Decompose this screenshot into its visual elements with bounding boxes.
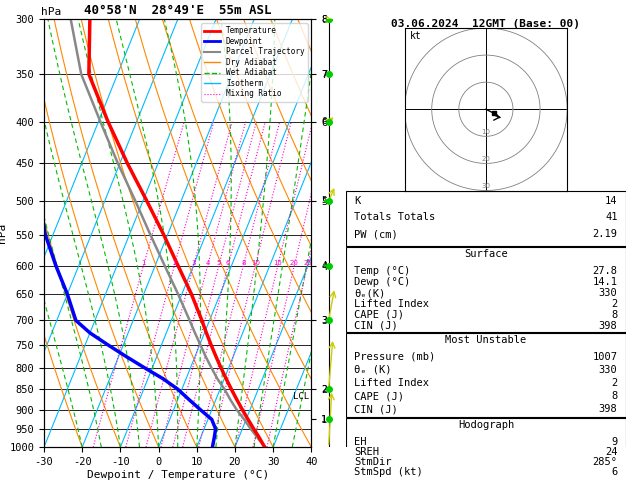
Text: Most Unstable: Most Unstable	[445, 335, 526, 345]
Text: 398: 398	[599, 321, 618, 331]
Text: 14.1: 14.1	[593, 277, 618, 287]
Text: 4: 4	[321, 261, 326, 270]
Text: 20: 20	[290, 260, 299, 266]
Text: 1: 1	[142, 260, 146, 266]
Text: 41: 41	[605, 212, 618, 223]
Text: 03.06.2024  12GMT (Base: 00): 03.06.2024 12GMT (Base: 00)	[391, 19, 581, 30]
Text: 8: 8	[241, 260, 245, 266]
Text: 20: 20	[481, 156, 491, 162]
Text: Hodograph: Hodograph	[458, 420, 514, 430]
Text: 4: 4	[206, 260, 210, 266]
Text: 40°58'N  28°49'E  55m ASL: 40°58'N 28°49'E 55m ASL	[84, 4, 272, 17]
Text: 2: 2	[172, 260, 177, 266]
Text: CIN (J): CIN (J)	[354, 404, 398, 414]
Text: 15: 15	[274, 260, 282, 266]
Text: 7: 7	[321, 69, 326, 79]
Text: 10: 10	[481, 129, 491, 135]
Text: θₑ (K): θₑ (K)	[354, 365, 392, 375]
Text: 6: 6	[226, 260, 230, 266]
Text: 6: 6	[611, 467, 618, 477]
Text: PW (cm): PW (cm)	[354, 229, 398, 239]
Text: 10: 10	[251, 260, 260, 266]
Text: 1007: 1007	[593, 352, 618, 362]
Bar	[346, 247, 626, 331]
Text: 5: 5	[321, 196, 326, 206]
Bar	[346, 191, 626, 246]
Text: 1: 1	[321, 415, 326, 424]
Text: LCL: LCL	[293, 392, 309, 401]
Text: 330: 330	[599, 365, 618, 375]
Text: 2: 2	[321, 385, 326, 394]
Text: Dewp (°C): Dewp (°C)	[354, 277, 411, 287]
Text: 14: 14	[605, 196, 618, 206]
Text: 25: 25	[303, 260, 312, 266]
Text: 24: 24	[605, 447, 618, 457]
Text: 3: 3	[321, 316, 326, 325]
Text: 8: 8	[611, 391, 618, 401]
Bar	[346, 418, 626, 477]
Text: 27.8: 27.8	[593, 266, 618, 276]
Text: 6: 6	[321, 117, 326, 126]
Text: Temp (°C): Temp (°C)	[354, 266, 411, 276]
Y-axis label: hPa: hPa	[0, 223, 6, 243]
Y-axis label: km
ASL: km ASL	[348, 233, 367, 255]
Text: Surface: Surface	[464, 249, 508, 259]
Text: CIN (J): CIN (J)	[354, 321, 398, 331]
Text: SREH: SREH	[354, 447, 379, 457]
Text: CAPE (J): CAPE (J)	[354, 391, 404, 401]
Text: 2: 2	[611, 378, 618, 388]
Text: Pressure (mb): Pressure (mb)	[354, 352, 436, 362]
Text: StmDir: StmDir	[354, 457, 392, 467]
Text: 330: 330	[599, 288, 618, 298]
Text: 8: 8	[611, 310, 618, 320]
Text: 9: 9	[611, 437, 618, 447]
Text: 2: 2	[611, 299, 618, 309]
Text: 2.19: 2.19	[593, 229, 618, 239]
Text: EH: EH	[354, 437, 367, 447]
Text: StmSpd (kt): StmSpd (kt)	[354, 467, 423, 477]
Text: 398: 398	[599, 404, 618, 414]
Text: θₑ(K): θₑ(K)	[354, 288, 386, 298]
X-axis label: Dewpoint / Temperature (°C): Dewpoint / Temperature (°C)	[87, 469, 269, 480]
Text: 285°: 285°	[593, 457, 618, 467]
Text: 5: 5	[216, 260, 221, 266]
Text: Lifted Index: Lifted Index	[354, 299, 430, 309]
Bar	[346, 332, 626, 417]
Text: 3: 3	[191, 260, 196, 266]
Legend: Temperature, Dewpoint, Parcel Trajectory, Dry Adiabat, Wet Adiabat, Isotherm, Mi: Temperature, Dewpoint, Parcel Trajectory…	[201, 23, 308, 102]
Text: Lifted Index: Lifted Index	[354, 378, 430, 388]
Text: 30: 30	[481, 183, 491, 189]
Text: K: K	[354, 196, 360, 206]
Text: kt: kt	[410, 31, 422, 41]
Text: 8: 8	[321, 15, 326, 24]
Text: Totals Totals: Totals Totals	[354, 212, 436, 223]
Text: hPa: hPa	[41, 7, 61, 17]
Text: CAPE (J): CAPE (J)	[354, 310, 404, 320]
